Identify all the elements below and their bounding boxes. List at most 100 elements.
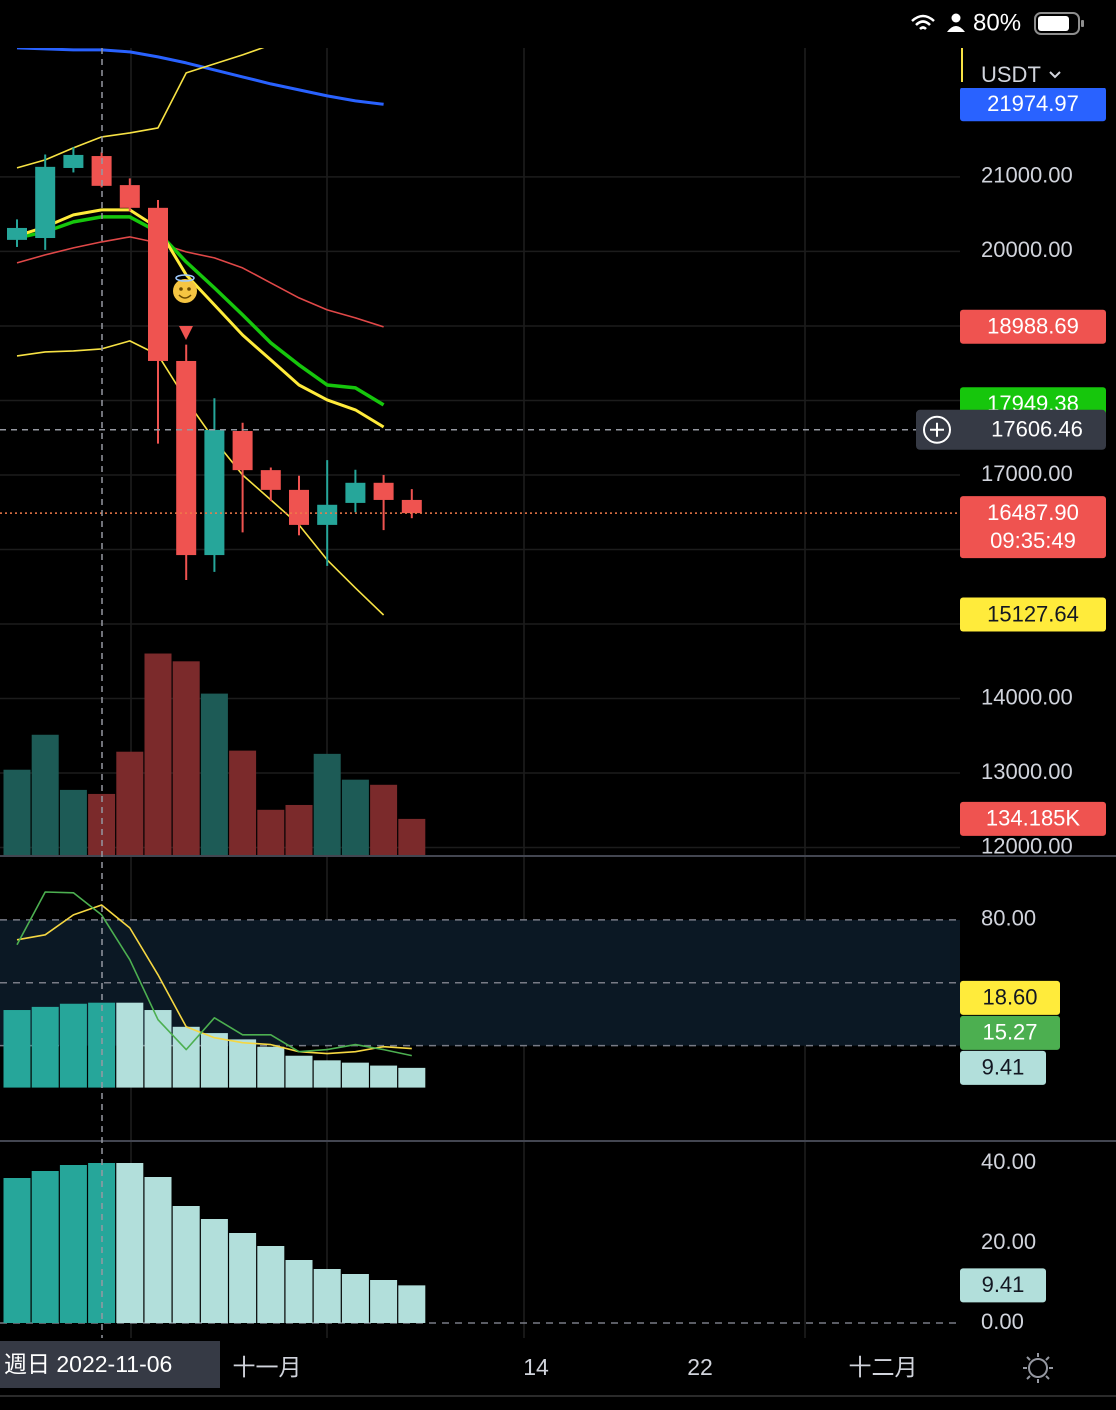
indicator-line [16, 208, 385, 429]
bar [398, 1285, 426, 1323]
candle-body [289, 489, 309, 525]
candle-body [317, 504, 338, 525]
candle-body [260, 470, 281, 490]
currency-chevron[interactable] [1049, 71, 1061, 79]
time-label: 14 [523, 1354, 549, 1380]
last-price-tag: 16487.90 09:35:49 [960, 496, 1106, 559]
bar [313, 1060, 341, 1088]
bar [285, 1055, 313, 1088]
price-tag: 18.60 [960, 980, 1060, 1015]
time-label: 十一月 [233, 1354, 302, 1380]
price-tag-label: 15127.64 [987, 601, 1079, 626]
currency-header [960, 48, 1116, 88]
bar [285, 1260, 313, 1323]
signal-emoji-eye [179, 287, 183, 291]
bar [257, 1046, 285, 1088]
bar [229, 1039, 257, 1088]
indicator-line [16, 236, 384, 328]
bar [31, 734, 59, 855]
price-tag-label: 18.60 [982, 985, 1037, 1010]
price-tag: 15.27 [960, 1015, 1060, 1050]
price-tag-box [960, 801, 1106, 836]
person-icon [951, 13, 961, 23]
bar [200, 1033, 228, 1088]
y-tick-label: 0.00 [981, 1309, 1024, 1334]
bar [31, 1171, 59, 1323]
bar [116, 1163, 144, 1323]
signal-emoji [173, 279, 197, 303]
bar [200, 693, 228, 855]
candle-body [345, 482, 366, 503]
bar [172, 661, 200, 855]
candle-body [401, 499, 422, 514]
crosshair-date-box [0, 1341, 220, 1388]
bar [370, 784, 398, 855]
y-tick-label: 17000.00 [981, 461, 1073, 486]
signal-emoji-halo [175, 274, 195, 282]
signal-arrow [179, 326, 193, 340]
settings-icon[interactable] [1023, 1353, 1053, 1383]
bar [3, 1010, 31, 1088]
battery-icon [1034, 12, 1080, 35]
bars [3, 653, 426, 855]
bar [172, 1026, 200, 1088]
countdown: 09:35:49 [990, 528, 1076, 553]
candle-body [7, 227, 27, 240]
bar [172, 1206, 200, 1323]
price-tag: 9.41 [960, 1268, 1046, 1303]
bar [257, 1246, 285, 1323]
price-tag-box [960, 980, 1060, 1015]
bars [3, 891, 426, 1088]
bar [59, 789, 87, 855]
bar [144, 653, 172, 855]
crosshair-tag-box [916, 409, 1106, 450]
bar [398, 1067, 426, 1088]
bar [370, 1280, 398, 1323]
price-tag-box [960, 1050, 1046, 1085]
bar [144, 1010, 172, 1088]
bar [3, 1178, 31, 1323]
price-tag-box [960, 1268, 1046, 1303]
bar [59, 1003, 87, 1088]
price-tag-label: 18988.69 [987, 314, 1079, 339]
battery-percent: 80% [973, 9, 1021, 36]
bar [200, 1219, 228, 1323]
crosshair-price: 17606.46 [991, 417, 1083, 442]
y-tick-label: 12000.00 [981, 833, 1073, 858]
add-button[interactable] [923, 415, 951, 444]
status-bar [0, 0, 1116, 48]
bars [3, 1163, 426, 1323]
last-price-box [960, 496, 1106, 559]
candle-body [232, 431, 253, 471]
crosshair-date: 週日 2022-11-06 [4, 1351, 172, 1377]
y-tick-label: 20.00 [981, 1229, 1036, 1254]
settings-gear[interactable] [1028, 1358, 1048, 1378]
price-tag-label: 9.41 [982, 1272, 1025, 1297]
price-tag-label: 134.185K [986, 806, 1081, 831]
bar [285, 804, 313, 855]
y-tick-label: 21000.00 [981, 163, 1073, 188]
candle-body [204, 429, 225, 556]
indicator-line [16, 340, 385, 616]
candle-body [119, 185, 140, 208]
signal-emoji-eye [187, 287, 191, 291]
time-label: 22 [687, 1354, 713, 1380]
bar [229, 1233, 257, 1323]
bar [144, 1177, 172, 1323]
settings-gear-teeth[interactable] [1023, 1353, 1053, 1383]
bar [370, 1065, 398, 1088]
header: USDT 80% [0, 0, 1116, 88]
candle-body [35, 166, 56, 239]
time-axis: 週日 2022-11-06 十一月 14 22 十二月 [0, 1341, 1116, 1397]
candle-body [148, 207, 168, 361]
candle-body [373, 482, 394, 500]
crosshair-tag: 17606.46 [916, 409, 1106, 450]
candle-body [63, 154, 84, 168]
add-button-plus[interactable] [930, 422, 944, 437]
price-tag: 15127.64 [960, 597, 1106, 632]
indicator-line [16, 891, 412, 1057]
price-tag: 9.41 [960, 1050, 1046, 1085]
battery-tip [1081, 20, 1084, 27]
currency-label[interactable]: USDT [981, 62, 1041, 87]
